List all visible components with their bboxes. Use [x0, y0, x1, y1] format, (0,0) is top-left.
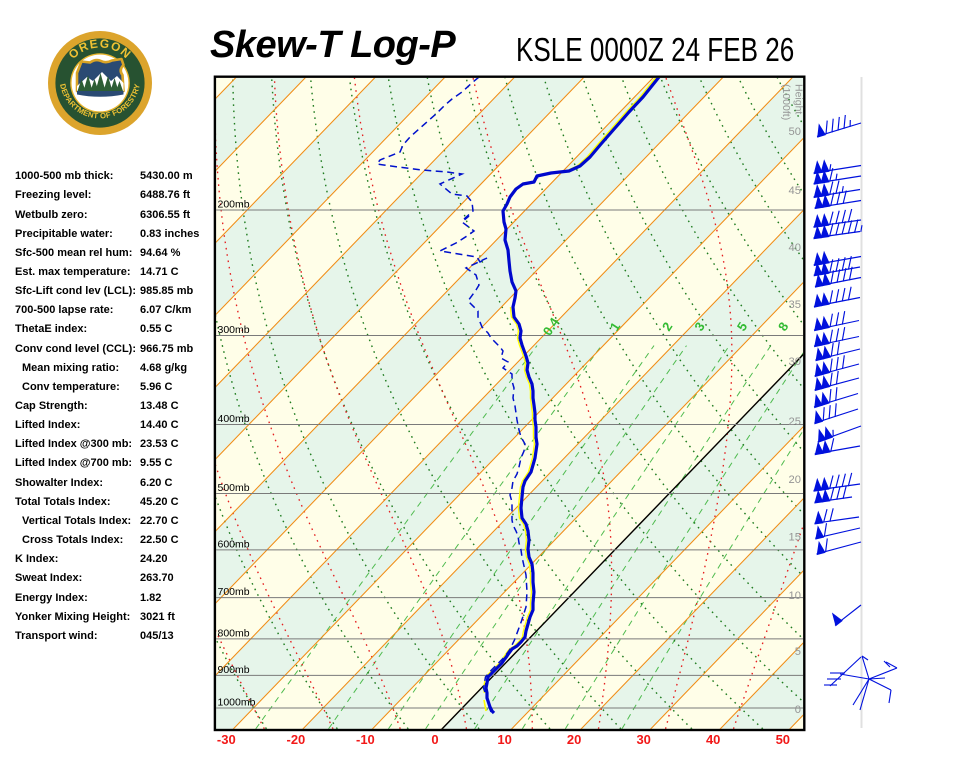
svg-text:1000mb: 1000mb [218, 697, 256, 709]
svg-text:200mb: 200mb [218, 199, 250, 211]
svg-text:300mb: 300mb [218, 324, 250, 336]
svg-text:700mb: 700mb [218, 586, 250, 598]
svg-text:50: 50 [776, 732, 790, 747]
svg-text:800mb: 800mb [218, 627, 250, 639]
svg-text:40: 40 [706, 732, 720, 747]
svg-text:(1000ft): (1000ft) [780, 84, 792, 120]
svg-text:20: 20 [789, 474, 801, 486]
svg-text:0: 0 [795, 704, 801, 716]
svg-text:30: 30 [636, 732, 650, 747]
svg-text:400mb: 400mb [218, 413, 250, 425]
svg-text:500mb: 500mb [218, 482, 250, 494]
svg-text:0: 0 [431, 732, 438, 747]
svg-text:-20: -20 [287, 732, 306, 747]
svg-text:15: 15 [789, 532, 801, 544]
svg-text:10: 10 [789, 590, 801, 602]
svg-text:50: 50 [789, 126, 801, 138]
svg-text:600mb: 600mb [218, 538, 250, 550]
svg-text:20: 20 [567, 732, 581, 747]
svg-text:900mb: 900mb [218, 664, 250, 676]
svg-text:35: 35 [789, 299, 801, 311]
svg-text:5: 5 [795, 646, 801, 658]
svg-text:30: 30 [789, 356, 801, 368]
svg-text:Height: Height [793, 84, 805, 114]
svg-text:45: 45 [789, 185, 801, 197]
svg-text:25: 25 [789, 416, 801, 428]
svg-text:10: 10 [497, 732, 511, 747]
svg-text:40: 40 [789, 242, 801, 254]
svg-text:-10: -10 [356, 732, 375, 747]
svg-text:-30: -30 [217, 732, 236, 747]
